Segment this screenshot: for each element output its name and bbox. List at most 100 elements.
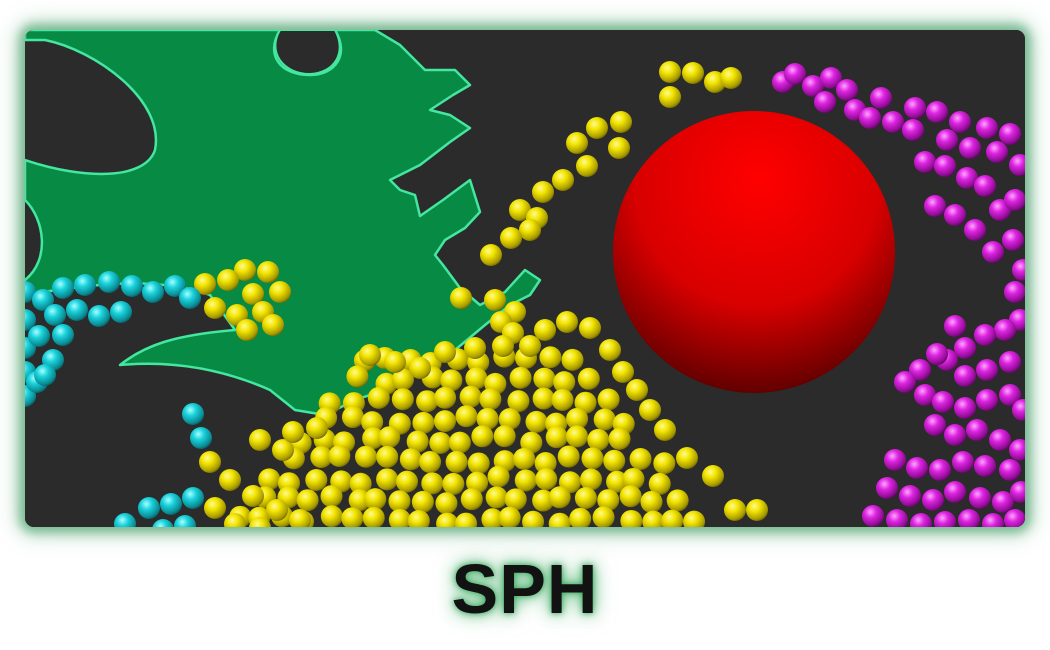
cyan-particle [174,515,196,527]
yellow-particle [450,287,472,309]
magenta-particle [909,359,931,381]
yellow-particle [569,507,592,527]
magenta-particle [958,509,980,527]
yellow-particle [416,390,439,413]
yellow-particle [746,499,768,521]
magenta-particle [886,509,908,527]
magenta-particle [969,487,991,509]
magenta-particle [1002,229,1024,251]
cyan-particle [28,325,50,347]
cyan-particle [98,271,120,293]
yellow-particle [619,485,642,508]
yellow-particle [599,339,621,361]
cyan-particle [182,403,204,425]
yellow-particle [242,485,264,507]
yellow-particle [581,447,604,470]
magenta-particle [914,384,936,406]
yellow-particle [391,388,414,411]
caption-title: SPH [451,550,599,628]
cyan-particle [164,275,186,297]
particle-layer [25,61,1025,527]
yellow-particle [513,447,536,470]
yellow-particle [466,471,489,494]
yellow-particle [476,407,499,430]
yellow-particle [224,513,246,527]
yellow-particle [204,497,226,519]
yellow-particle [654,419,676,441]
magenta-particle [906,457,928,479]
magenta-particle [1012,259,1025,281]
yellow-particle [407,510,430,527]
yellow-particle [378,426,401,449]
yellow-particle [504,488,527,511]
yellow-particle [249,429,271,451]
magenta-particle [936,129,958,151]
yellow-particle [435,492,458,515]
cyan-particle [88,305,110,327]
magenta-particle [1010,481,1025,503]
yellow-particle [484,289,506,311]
yellow-particle [359,344,381,366]
yellow-particle [548,512,571,527]
yellow-particle [249,517,271,527]
yellow-particle [676,447,698,469]
yellow-particle [296,489,319,512]
yellow-particle [507,390,530,413]
yellow-particle [434,341,456,363]
magenta-particle [814,91,836,113]
yellow-particle [204,297,226,319]
yellow-particle [492,335,514,357]
yellow-particle [310,446,333,469]
yellow-particle [532,181,554,203]
yellow-particle [509,199,531,221]
yellow-particle [487,465,510,488]
yellow-particle [409,357,431,379]
yellow-particle [653,452,676,475]
magenta-particle [929,459,951,481]
magenta-particle [974,324,996,346]
cyan-particle [52,324,74,346]
magenta-particle [994,319,1016,341]
yellow-particle [485,486,508,509]
magenta-particle [956,167,978,189]
magenta-particle [876,477,898,499]
yellow-particle [464,337,486,359]
yellow-particle [320,485,343,508]
yellow-particle [534,452,557,475]
yellow-particle [545,426,568,449]
yellow-particle [629,448,652,471]
yellow-particle [535,468,558,491]
magenta-particle [999,123,1021,145]
yellow-particle [498,506,521,527]
magenta-particle [954,365,976,387]
yellow-particle [266,499,288,521]
yellow-particle [419,451,442,474]
yellow-particle [603,449,626,472]
magenta-particle [976,389,998,411]
yellow-particle [465,367,488,390]
yellow-particle [534,319,556,341]
magenta-particle [926,101,948,123]
magenta-particle [932,391,954,413]
yellow-particle [354,445,377,468]
yellow-particle [659,86,681,108]
yellow-particle [608,137,630,159]
yellow-particle [639,399,661,421]
yellow-particle [384,351,406,373]
yellow-particle [514,469,537,492]
yellow-particle [346,365,369,388]
magenta-particle [976,359,998,381]
magenta-particle [899,485,921,507]
yellow-particle [194,273,216,295]
magenta-particle [944,204,966,226]
yellow-particle [388,508,411,527]
magenta-particle [784,63,806,85]
yellow-particle [525,410,548,433]
yellow-particle [702,465,724,487]
magenta-particle [982,513,1004,527]
cyan-particle [142,281,164,303]
cyan-particle [32,289,54,311]
yellow-particle [592,506,615,527]
magenta-particle [944,481,966,503]
yellow-particle [460,488,483,511]
